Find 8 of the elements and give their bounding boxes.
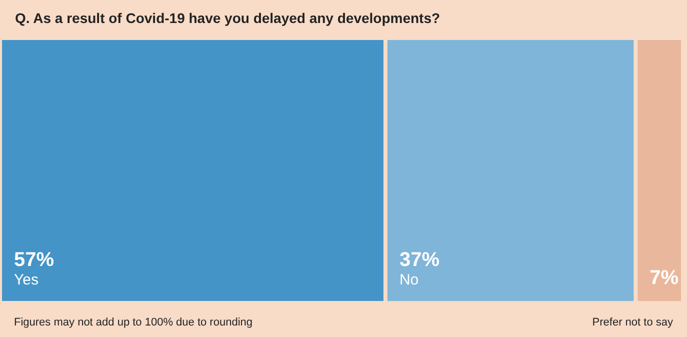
data-label: 7% bbox=[650, 267, 679, 289]
data-label: 57% bbox=[14, 249, 54, 271]
text: Figures may not add up to 100% due to rounding bbox=[14, 316, 252, 328]
series-label: Prefer not to say bbox=[592, 316, 674, 328]
chart-title: Q. As a result of Covid-19 have you delayed any developments? bbox=[15, 10, 440, 26]
data-label: 37% bbox=[399, 249, 440, 271]
series-label: No bbox=[399, 272, 419, 288]
series-label: Yes bbox=[14, 272, 38, 288]
